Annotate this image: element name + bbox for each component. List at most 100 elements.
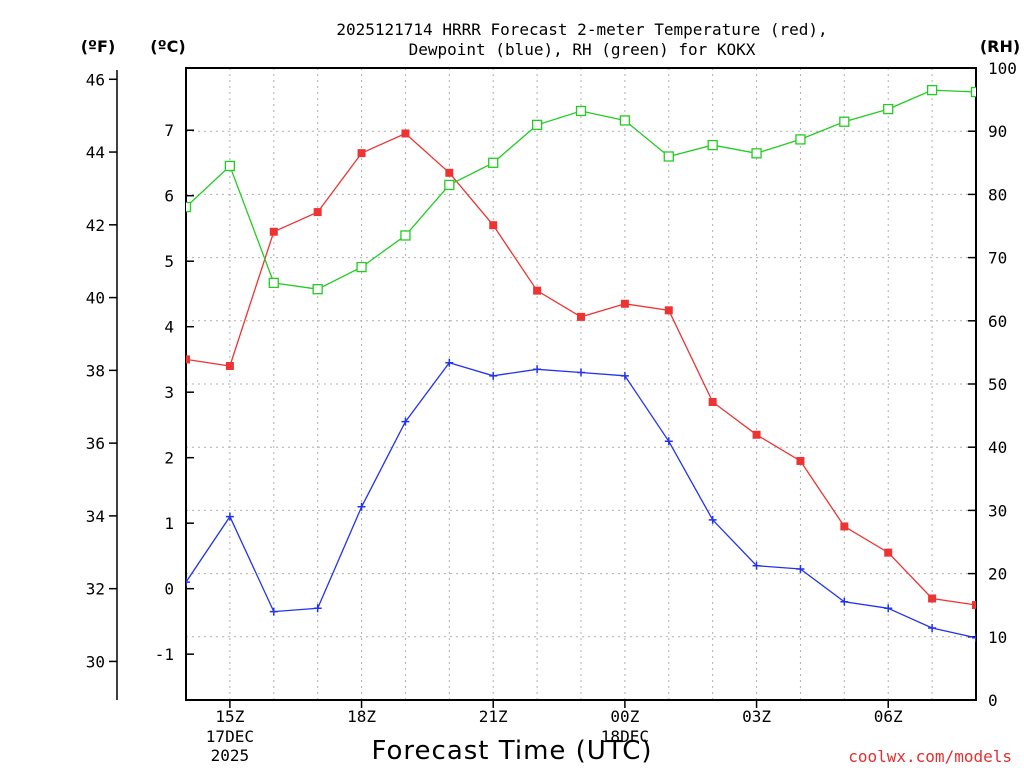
dewpoint-point — [840, 597, 849, 606]
temperature-point — [840, 522, 849, 531]
dewpoint-point — [313, 604, 322, 613]
fahrenheit-tick-label: 30 — [86, 652, 105, 671]
rh-point — [663, 151, 674, 162]
fahrenheit-tick-label: 36 — [86, 434, 105, 453]
celsius-tick-label: 3 — [164, 383, 174, 402]
temperature-point — [313, 208, 322, 217]
dewpoint-point — [401, 417, 410, 426]
dewpoint-point — [928, 623, 937, 632]
fahrenheit-tick-label: 44 — [86, 143, 105, 162]
temperature-point — [489, 221, 498, 230]
rh-tick-label: 20 — [988, 565, 1007, 584]
rh-point — [444, 179, 455, 191]
rh-point — [619, 115, 631, 126]
temperature-point — [620, 299, 629, 308]
rh-point — [186, 201, 192, 213]
temperature-point — [577, 312, 585, 321]
celsius-tick-label: 0 — [164, 580, 174, 599]
x-tick-label: 06Z — [874, 707, 903, 726]
celsius-tick-label: 2 — [164, 449, 174, 468]
x-tick-label: 18Z — [347, 707, 376, 726]
temperature-point — [972, 601, 976, 610]
dewpoint-point — [225, 512, 234, 521]
x-tick-date-label: 17DEC — [206, 727, 254, 746]
dewpoint-point — [884, 604, 893, 613]
rh-point — [312, 284, 323, 295]
temperature-point — [796, 456, 805, 465]
axes: 303234363840424446-101234567010203040506… — [86, 59, 1017, 765]
x-tick-label: 00Z — [610, 707, 639, 726]
rh-point — [356, 261, 367, 273]
temperature-point — [928, 594, 937, 603]
rh-point — [970, 86, 976, 98]
rh-point — [839, 116, 850, 127]
rh-point — [926, 84, 938, 96]
fahrenheit-tick-label: 46 — [86, 70, 105, 89]
rh-point — [883, 103, 894, 115]
temperature-point — [664, 306, 673, 315]
celsius-tick-label: 1 — [164, 514, 174, 533]
rh-tick-label: 0 — [988, 691, 998, 710]
dewpoint-point — [269, 607, 278, 616]
series-clip-group — [186, 84, 976, 642]
temperature-point — [357, 149, 366, 158]
rh-tick-label: 60 — [988, 312, 1007, 331]
rh-tick-label: 10 — [988, 628, 1007, 647]
rh-tick-label: 90 — [988, 122, 1007, 141]
rh-point — [224, 160, 236, 172]
x-tick-label: 03Z — [742, 707, 771, 726]
temperature-point — [186, 355, 190, 364]
rh-tick-label: 100 — [988, 59, 1017, 78]
celsius-tick-label: -1 — [155, 645, 174, 664]
rh-point — [751, 148, 762, 159]
celsius-tick-label: 6 — [164, 187, 174, 206]
fahrenheit-tick-label: 42 — [86, 216, 105, 235]
chart-title-line2: Dewpoint (blue), RH (green) for KOKX — [409, 40, 756, 59]
dewpoint-point — [445, 358, 454, 367]
temperature-point — [401, 129, 410, 138]
rh-point — [707, 139, 718, 151]
fahrenheit-tick-label: 38 — [86, 361, 105, 380]
rh-point — [795, 134, 806, 145]
dewpoint-point — [489, 371, 498, 380]
plot-frame — [185, 67, 977, 701]
dewpoint-point — [664, 437, 673, 446]
rh-tick-label: 40 — [988, 438, 1007, 457]
fahrenheit-unit-label: (ºF) — [81, 37, 116, 56]
rh-point — [268, 277, 279, 289]
series-layer — [186, 84, 976, 642]
dewpoint-point — [752, 561, 761, 570]
temperature-point — [225, 361, 234, 370]
x-tick-label: 15Z — [215, 707, 244, 726]
rh-point — [400, 230, 411, 241]
rh-point — [488, 157, 499, 168]
rh-tick-label: 80 — [988, 185, 1007, 204]
celsius-unit-label: (ºC) — [150, 37, 185, 56]
dewpoint-point — [796, 565, 805, 574]
celsius-tick-label: 7 — [164, 121, 174, 140]
x-tick-date-label: 18DEC — [601, 727, 649, 746]
dewpoint-point — [620, 371, 629, 380]
dewpoint-point — [533, 365, 542, 374]
rh-point — [531, 119, 543, 131]
rh-tick-label: 30 — [988, 501, 1007, 520]
temperature-point — [752, 430, 761, 439]
dewpoint-point — [186, 578, 190, 587]
rh-tick-label: 70 — [988, 249, 1007, 268]
temperature-point — [533, 286, 542, 295]
celsius-tick-label: 4 — [164, 318, 174, 337]
temperature-point — [445, 168, 454, 177]
fahrenheit-tick-label: 40 — [86, 289, 105, 308]
temperature-point — [269, 227, 278, 236]
temperature-point — [884, 548, 893, 557]
fahrenheit-tick-label: 34 — [86, 507, 105, 526]
x-tick-year-label: 2025 — [211, 746, 250, 765]
dewpoint-point — [972, 633, 976, 642]
chart-title-line1: 2025121714 HRRR Forecast 2-meter Tempera… — [336, 20, 827, 39]
x-tick-label: 21Z — [479, 707, 508, 726]
grid-lines — [186, 68, 976, 700]
rh-unit-label: (RH) — [980, 37, 1020, 56]
dewpoint-point — [708, 515, 717, 524]
rh-point — [575, 105, 587, 117]
